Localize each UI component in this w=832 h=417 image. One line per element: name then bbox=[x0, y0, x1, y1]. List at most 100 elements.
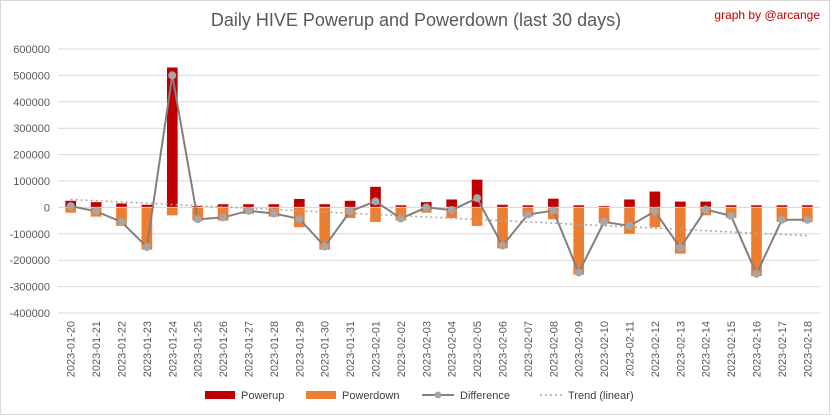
difference-point bbox=[142, 243, 151, 251]
x-tick-label: 2023-01-27 bbox=[244, 321, 256, 377]
powerup-bar bbox=[141, 204, 153, 208]
x-tick-label: 2023-01-24 bbox=[167, 321, 179, 377]
difference-point bbox=[295, 214, 304, 223]
difference-point bbox=[92, 207, 101, 216]
y-axis: 600000 500000 400000 300000 200000 100000 0 -10… bbox=[10, 44, 50, 320]
legend[interactable]: Powerup Powerdown Difference Trend (linear) bbox=[205, 390, 634, 402]
powerup-bar bbox=[166, 67, 178, 208]
powerdown-bar bbox=[751, 207, 762, 277]
difference-point bbox=[396, 214, 405, 223]
y-tick-label: -400000 bbox=[10, 308, 50, 320]
x-tick-label: 2023-02-16 bbox=[752, 321, 764, 377]
powerup-bar bbox=[243, 204, 254, 208]
legend-item[interactable]: Trend (linear) bbox=[540, 390, 634, 402]
legend-label: Difference bbox=[460, 390, 510, 402]
powerdown-bar bbox=[141, 207, 153, 250]
difference-point bbox=[803, 215, 812, 224]
powerdown-bar bbox=[166, 207, 178, 216]
powerup-bar bbox=[649, 191, 661, 208]
powerup-bar bbox=[344, 200, 356, 208]
difference-point bbox=[168, 71, 177, 80]
difference-point bbox=[625, 221, 634, 230]
legend-label: Powerdown bbox=[342, 390, 399, 402]
difference-point bbox=[498, 241, 507, 250]
x-tick-label: 2023-01-31 bbox=[345, 321, 357, 377]
x-tick-label: 2023-02-14 bbox=[701, 321, 713, 377]
chart-credit: graph by @arcange bbox=[714, 8, 820, 22]
powerdown-bar bbox=[471, 207, 483, 226]
difference-point bbox=[346, 207, 355, 216]
difference-point bbox=[320, 242, 329, 251]
powerdown-bar bbox=[573, 207, 585, 275]
powerup-bar bbox=[471, 179, 483, 208]
legend-item[interactable]: Powerup bbox=[205, 390, 284, 402]
powerdown-bar bbox=[319, 207, 331, 250]
powerup-bar bbox=[395, 205, 407, 208]
powerup-bar bbox=[522, 205, 534, 208]
y-tick-label: 600000 bbox=[13, 44, 50, 56]
difference-point bbox=[117, 217, 126, 226]
trend-segment bbox=[70, 198, 808, 237]
powerup-bar bbox=[547, 198, 559, 208]
chart-title: Daily HIVE Powerup and Powerdown (last 3… bbox=[210, 10, 622, 30]
x-tick-label: 2023-02-15 bbox=[726, 321, 738, 377]
x-tick-label: 2023-02-17 bbox=[777, 321, 789, 377]
legend-marker bbox=[434, 391, 442, 399]
legend-item[interactable]: Difference bbox=[422, 390, 510, 402]
powerup-bar bbox=[370, 186, 381, 208]
powerup-bar bbox=[217, 204, 229, 208]
legend-label: Powerup bbox=[241, 390, 284, 402]
powerup-bar bbox=[674, 201, 686, 208]
powerup-bar bbox=[116, 203, 127, 208]
difference-point bbox=[219, 213, 228, 222]
powerdown-bar bbox=[395, 207, 407, 221]
x-axis: 2023-01-20 2023-01-21 2023-01-22 2023-01-23… bbox=[66, 321, 815, 377]
difference-point bbox=[473, 194, 482, 203]
y-tick-label: -100000 bbox=[10, 229, 50, 241]
powerup-bar bbox=[776, 205, 788, 208]
difference-point bbox=[752, 269, 761, 278]
x-tick-label: 2023-02-11 bbox=[625, 321, 637, 376]
powerdown-bar bbox=[497, 207, 508, 249]
x-tick-label: 2023-02-04 bbox=[447, 321, 459, 377]
x-tick-label: 2023-02-02 bbox=[396, 321, 408, 377]
x-tick-label: 2023-02-10 bbox=[599, 321, 611, 377]
powerup-bar bbox=[801, 205, 813, 208]
powerdown-bar bbox=[674, 207, 686, 254]
y-tick-label: 500000 bbox=[13, 70, 50, 82]
x-tick-label: 2023-02-03 bbox=[421, 321, 433, 377]
powerup-bar bbox=[319, 204, 331, 208]
y-tick-label: -200000 bbox=[10, 255, 50, 267]
x-tick-label: 2023-02-12 bbox=[650, 321, 662, 377]
x-tick-label: 2023-01-30 bbox=[320, 321, 332, 377]
powerdown-bar bbox=[649, 207, 661, 228]
y-tick-label: 300000 bbox=[13, 123, 50, 135]
x-tick-label: 2023-02-09 bbox=[574, 321, 586, 377]
bars bbox=[58, 67, 820, 277]
difference-point bbox=[269, 209, 278, 218]
powerup-bar bbox=[725, 205, 737, 208]
x-tick-label: 2023-01-20 bbox=[66, 321, 78, 377]
powerdown-bar bbox=[116, 207, 127, 226]
difference-point bbox=[600, 217, 609, 226]
legend-swatch bbox=[306, 391, 336, 399]
powerup-bar bbox=[624, 199, 635, 208]
difference-point bbox=[701, 205, 710, 214]
difference-line bbox=[66, 71, 812, 278]
y-tick-label: -300000 bbox=[10, 282, 50, 294]
powerup-bar bbox=[598, 206, 610, 208]
y-tick-label: 400000 bbox=[13, 97, 50, 109]
powerup-bar bbox=[90, 202, 102, 208]
difference-point bbox=[447, 206, 456, 215]
legend-swatch bbox=[205, 391, 235, 399]
x-tick-label: 2023-02-13 bbox=[675, 321, 687, 377]
x-tick-label: 2023-01-29 bbox=[294, 321, 306, 377]
x-tick-label: 2023-02-05 bbox=[472, 321, 484, 377]
x-tick-label: 2023-02-06 bbox=[498, 321, 510, 377]
x-tick-label: 2023-02-18 bbox=[802, 321, 814, 377]
legend-item[interactable]: Powerdown bbox=[306, 390, 399, 402]
x-tick-label: 2023-02-01 bbox=[371, 321, 383, 377]
powerup-bar bbox=[751, 205, 762, 208]
x-tick-label: 2023-01-22 bbox=[117, 321, 129, 377]
